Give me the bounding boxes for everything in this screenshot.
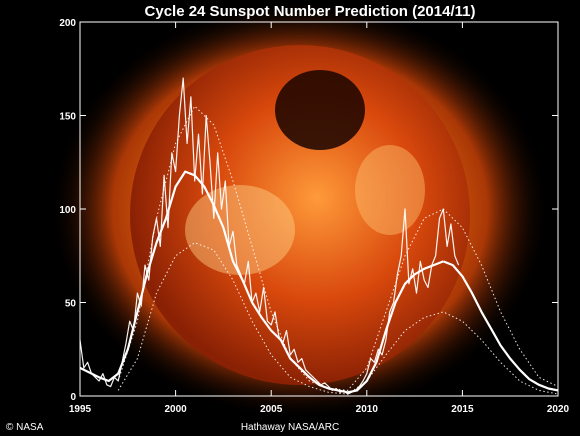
series-line-upper-bound bbox=[117, 105, 559, 391]
y-tick-label: 50 bbox=[65, 299, 77, 310]
series-line-predicted bbox=[442, 260, 559, 392]
x-tick-label: 2020 bbox=[547, 404, 570, 415]
y-tick-label: 150 bbox=[59, 112, 76, 123]
y-tick-label: 0 bbox=[70, 392, 76, 403]
nasa-credit: © NASA bbox=[6, 422, 44, 433]
x-tick-label: 2000 bbox=[164, 404, 187, 415]
sun-background-image bbox=[50, 0, 558, 420]
axis-ticks: 1995 2000 2005 2010 2015 2020 0 50 100 150 200 bbox=[59, 18, 569, 415]
x-tick-label: 2015 bbox=[451, 404, 474, 415]
chart-title: Cycle 24 Sunspot Number Prediction (2014… bbox=[145, 3, 476, 20]
y-tick-label: 200 bbox=[59, 18, 76, 29]
x-tick-label: 2005 bbox=[260, 404, 283, 415]
series-line-smoothed-observed bbox=[79, 170, 444, 394]
x-tick-label: 1995 bbox=[69, 404, 92, 415]
y-tick-label: 100 bbox=[59, 205, 76, 216]
x-tick-label: 2010 bbox=[356, 404, 379, 415]
author-credit: Hathaway NASA/ARC bbox=[241, 422, 339, 433]
series-layer bbox=[79, 77, 559, 395]
